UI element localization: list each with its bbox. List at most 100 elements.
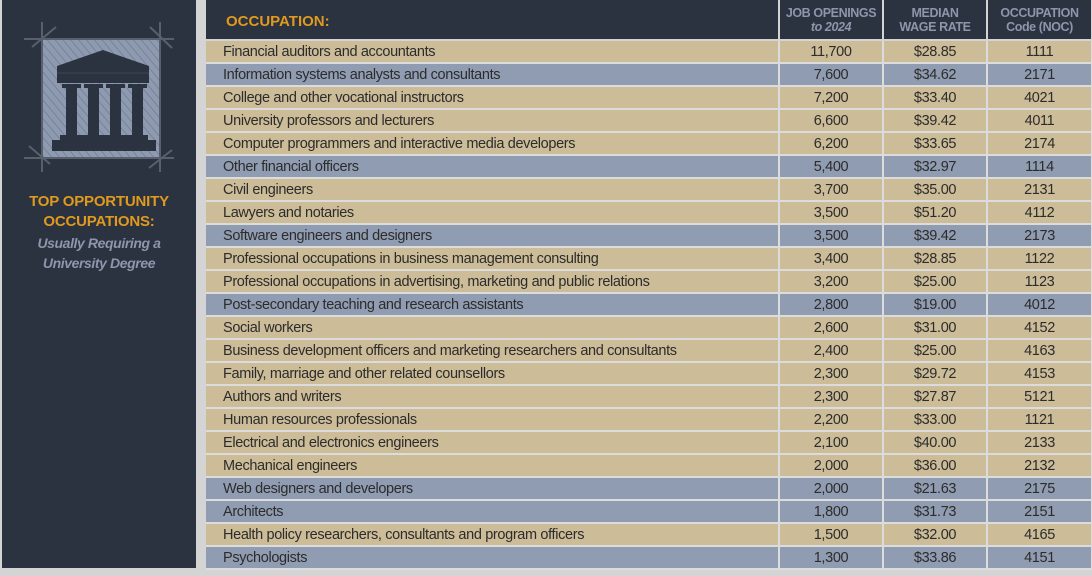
cell-noc-code: 4011 [986,108,1092,133]
cell-occupation: Information systems analysts and consult… [206,62,780,87]
table-row: Web designers and developers 2,000 $21.63 2… [206,476,1092,501]
cell-job-openings: 2,300 [778,361,884,386]
cell-median-wage: $25.00 [882,338,988,363]
cell-occupation: Family, marriage and other related couns… [206,361,780,386]
cell-median-wage: $51.20 [882,200,988,225]
cell-occupation: Business development officers and market… [206,338,780,363]
occupations-table-container: OCCUPATION: JOB OPENINGS to 2024 MEDIAN … [206,0,1092,570]
cell-noc-code: 4163 [986,338,1092,363]
cell-median-wage: $28.85 [882,39,988,64]
cell-occupation: College and other vocational instructors [206,85,780,110]
cell-noc-code: 5121 [986,384,1092,409]
cell-noc-code: 4152 [986,315,1092,340]
header-job-openings-line2: to 2024 [810,19,852,34]
cell-job-openings: 2,000 [778,453,884,478]
cell-occupation: Human resources professionals [206,407,780,432]
table-row: College and other vocational instructors… [206,85,1092,110]
cell-occupation: Social workers [206,315,780,340]
cell-noc-code: 4153 [986,361,1092,386]
cell-median-wage: $34.62 [882,62,988,87]
cell-job-openings: 2,100 [778,430,884,455]
cell-median-wage: $27.87 [882,384,988,409]
cell-median-wage: $25.00 [882,269,988,294]
cell-noc-code: 2132 [986,453,1092,478]
header-noc-code-line2: Code (NOC) [1006,19,1073,34]
sidebar-subtitle-line2: University Degree [42,255,156,271]
sidebar-subtitle-line1: Usually Requiring a [37,235,161,251]
cell-occupation: Health policy researchers, consultants a… [206,522,780,547]
cell-job-openings: 7,200 [778,85,884,110]
header-job-openings: JOB OPENINGS to 2024 [778,0,884,41]
cell-median-wage: $33.86 [882,545,988,570]
cell-occupation: University professors and lecturers [206,108,780,133]
cell-median-wage: $33.00 [882,407,988,432]
cell-noc-code: 2171 [986,62,1092,87]
cell-job-openings: 3,700 [778,177,884,202]
cell-occupation: Mechanical engineers [206,453,780,478]
cell-job-openings: 6,200 [778,131,884,156]
table-body: Financial auditors and accountants 11,700… [206,39,1092,570]
cell-median-wage: $29.72 [882,361,988,386]
header-noc-code-line1: OCCUPATION [1000,5,1079,20]
cell-occupation: Software engineers and designers [206,223,780,248]
cell-noc-code: 2133 [986,430,1092,455]
cell-noc-code: 2151 [986,499,1092,524]
table-row: Professional occupations in advertising,… [206,269,1092,294]
cell-median-wage: $33.40 [882,85,988,110]
cell-job-openings: 1,500 [778,522,884,547]
sidebar-title-line1: TOP OPPORTUNITY [29,193,169,210]
sidebar-panel: TOP OPPORTUNITY OCCUPATIONS: Usually Req… [2,0,196,568]
cell-occupation: Civil engineers [206,177,780,202]
table-row: Financial auditors and accountants 11,700… [206,39,1092,64]
table-row: Social workers 2,600 $31.00 4152 [206,315,1092,340]
cell-median-wage: $31.00 [882,315,988,340]
cell-noc-code: 4151 [986,545,1092,570]
table-row: Information systems analysts and consult… [206,62,1092,87]
table-row: Health policy researchers, consultants a… [206,522,1092,547]
cell-median-wage: $39.42 [882,108,988,133]
table-row: Professional occupations in business man… [206,246,1092,271]
cell-job-openings: 1,300 [778,545,884,570]
occupations-table: OCCUPATION: JOB OPENINGS to 2024 MEDIAN … [206,0,1092,570]
cell-noc-code: 2174 [986,131,1092,156]
cell-job-openings: 2,000 [778,476,884,501]
cell-median-wage: $21.63 [882,476,988,501]
cell-job-openings: 2,200 [778,407,884,432]
cell-job-openings: 1,800 [778,499,884,524]
cell-job-openings: 5,400 [778,154,884,179]
university-building-icon [24,22,174,172]
cell-job-openings: 7,600 [778,62,884,87]
sidebar-subtitle: Usually Requiring a University Degree [2,233,196,273]
cell-median-wage: $36.00 [882,453,988,478]
table-row: Lawyers and notaries 3,500 $51.20 4112 [206,200,1092,225]
header-job-openings-line1: JOB OPENINGS [785,5,877,20]
cell-noc-code: 2173 [986,223,1092,248]
table-row: Civil engineers 3,700 $35.00 2131 [206,177,1092,202]
cell-job-openings: 3,400 [778,246,884,271]
header-occupation: OCCUPATION: [206,0,780,41]
cell-median-wage: $28.85 [882,246,988,271]
header-median-wage: MEDIAN WAGE RATE [882,0,988,41]
table-row: Business development officers and market… [206,338,1092,363]
cell-median-wage: $32.00 [882,522,988,547]
cell-occupation: Post-secondary teaching and research ass… [206,292,780,317]
header-noc-code: OCCUPATION Code (NOC) [986,0,1092,41]
table-row: Computer programmers and interactive med… [206,131,1092,156]
cell-job-openings: 3,500 [778,200,884,225]
cell-occupation: Authors and writers [206,384,780,409]
table-row: Software engineers and designers 3,500 $39… [206,223,1092,248]
cell-noc-code: 4012 [986,292,1092,317]
table-row: Electrical and electronics engineers 2,10… [206,430,1092,455]
cell-median-wage: $35.00 [882,177,988,202]
cell-noc-code: 1122 [986,246,1092,271]
cell-job-openings: 6,600 [778,108,884,133]
cell-occupation: Web designers and developers [206,476,780,501]
table-row: Post-secondary teaching and research ass… [206,292,1092,317]
table-row: Authors and writers 2,300 $27.87 5121 [206,384,1092,409]
cell-occupation: Professional occupations in business man… [206,246,780,271]
cell-job-openings: 3,500 [778,223,884,248]
table-row: Mechanical engineers 2,000 $36.00 2132 [206,453,1092,478]
sidebar-title-line2: OCCUPATIONS: [43,213,155,230]
cell-job-openings: 2,400 [778,338,884,363]
cell-occupation: Financial auditors and accountants [206,39,780,64]
